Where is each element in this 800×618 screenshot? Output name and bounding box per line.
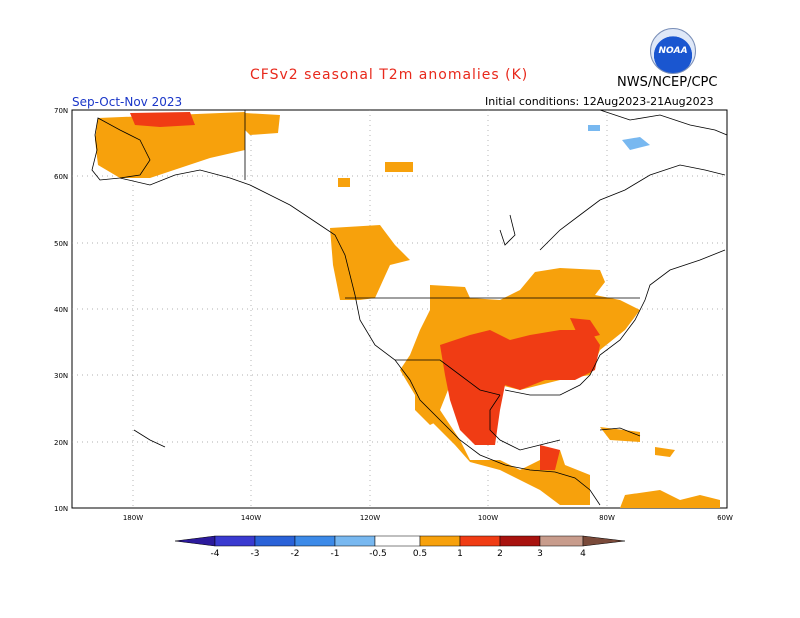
longitude-labels: 180W 140W 120W 100W 80W 60W [123, 514, 733, 522]
colorbar-swatch [419, 535, 461, 547]
colorbar-tick: 1 [457, 549, 463, 559]
lat-label: 50N [54, 240, 68, 248]
colorbar-swatch [374, 535, 421, 547]
lat-label: 20N [54, 439, 68, 447]
lat-label: 60N [54, 173, 68, 181]
colorbar-tick: -3 [251, 549, 260, 559]
season-label: Sep-Oct-Nov 2023 [72, 95, 183, 109]
colorbar-swatch [214, 535, 256, 547]
map-title: CFSv2 seasonal T2m anomalies (K) [250, 67, 529, 83]
colorbar-swatch [334, 535, 376, 547]
colorbar-tick: 2 [497, 549, 503, 559]
colorbar-swatch [254, 535, 296, 547]
colorbar-tick: -4 [211, 549, 220, 559]
colorbar-tick: 3 [537, 549, 543, 559]
coastlines [91, 109, 728, 506]
latitude-labels: 70N 60N 50N 40N 30N 20N 10N [54, 107, 68, 513]
noaa-logo: NOAA [650, 28, 696, 74]
lat-label: 10N [54, 505, 68, 513]
lat-label: 30N [54, 372, 68, 380]
colorbar-swatch [294, 535, 336, 547]
colorbar-tick: -1 [331, 549, 340, 559]
lon-label: 80W [599, 514, 615, 522]
agency-label: NWS/NCEP/CPC [617, 75, 718, 90]
colorbar-labels: -4 -3 -2 -1 -0.5 0.5 1 2 3 4 [211, 549, 587, 559]
colorbar-warm-arrow [582, 535, 626, 547]
lon-label: 100W [478, 514, 498, 522]
lon-label: 140W [241, 514, 261, 522]
colorbar [174, 535, 626, 547]
lon-label: 60W [717, 514, 733, 522]
initial-conditions-label: Initial conditions: 12Aug2023-21Aug2023 [485, 95, 714, 108]
colorbar-cold-arrow [174, 535, 216, 547]
lat-label: 40N [54, 306, 68, 314]
colorbar-tick: -2 [291, 549, 300, 559]
colorbar-tick: -0.5 [369, 549, 387, 559]
anomaly-shading [95, 112, 720, 508]
lon-label: 120W [360, 514, 380, 522]
colorbar-tick: 0.5 [413, 549, 427, 559]
lon-label: 180W [123, 514, 143, 522]
colorbar-tick: 4 [580, 549, 586, 559]
colorbar-swatch [499, 535, 541, 547]
lat-label: 70N [54, 107, 68, 115]
colorbar-swatch [539, 535, 584, 547]
colorbar-swatch [459, 535, 501, 547]
